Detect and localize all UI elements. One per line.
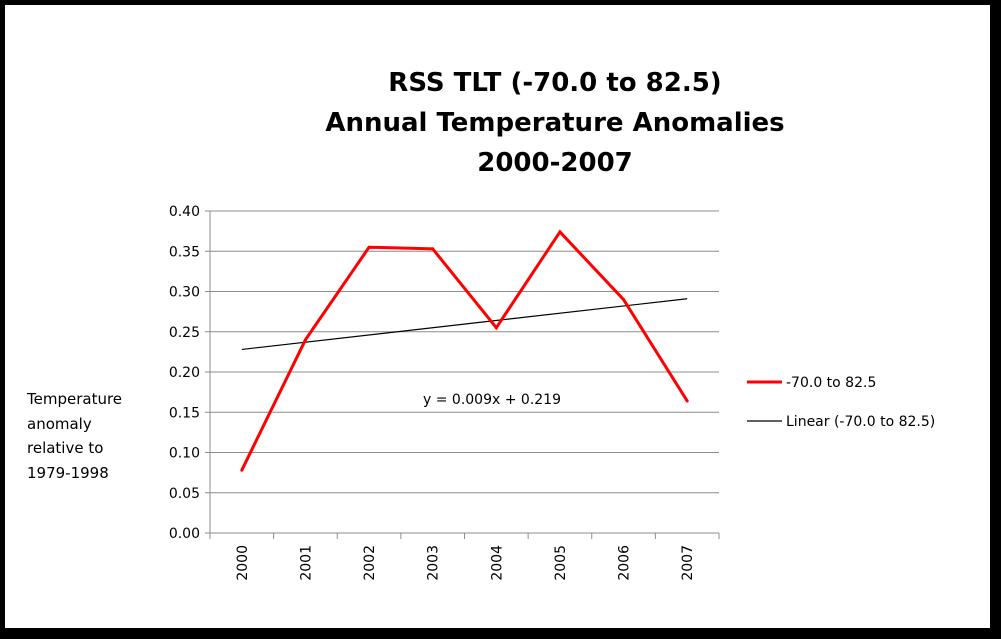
y-tick-label: 0.20 <box>169 365 200 381</box>
chart-title-line-2: Annual Temperature Anomalies <box>325 108 785 138</box>
y-tick-label: 0.00 <box>169 526 200 542</box>
y-axis-label-line-4: 1979-1998 <box>27 463 109 482</box>
legend-label-trendline: Linear (-70.0 to 82.5) <box>786 414 935 430</box>
chart-title: RSS TLT (-70.0 to 82.5) Annual Temperatu… <box>255 63 855 183</box>
data-point <box>558 230 562 234</box>
chart-frame: RSS TLT (-70.0 to 82.5) Annual Temperatu… <box>5 5 990 628</box>
y-tick-label: 0.35 <box>169 244 200 260</box>
series-line <box>240 229 689 471</box>
y-axis-label-line-1: Temperature <box>27 390 123 408</box>
y-axis-label: Temperature anomaly relative to 1979-199… <box>27 387 147 485</box>
trendline <box>241 298 688 351</box>
data-point <box>240 468 244 472</box>
y-axis-label-line-2: anomaly <box>27 414 92 433</box>
legend-label-series: -70.0 to 82.5 <box>786 375 876 391</box>
trendline-group <box>241 298 688 351</box>
legend: -70.0 to 82.5 Linear (-70.0 to 82.5) <box>747 375 935 430</box>
data-point <box>303 338 307 342</box>
y-tick-labels: 0.00 0.05 0.10 0.15 0.20 0.25 0.30 0.35 0.40 <box>169 204 200 542</box>
x-tick-labels: 2000 2001 2002 2003 2004 2005 2006 2007 <box>235 545 696 581</box>
x-tick-label: 2007 <box>680 545 696 581</box>
y-axis-label-line-3: relative to <box>27 439 104 457</box>
data-point <box>685 399 689 403</box>
x-tick-label: 2004 <box>489 545 505 581</box>
data-point <box>494 326 498 330</box>
y-tick-label: 0.40 <box>169 204 200 220</box>
x-tick-label: 2002 <box>362 545 378 581</box>
chart-title-line-3: 2000-2007 <box>477 148 633 178</box>
data-point <box>367 245 371 249</box>
x-tick-label: 2000 <box>235 545 251 581</box>
x-tick-label: 2001 <box>298 545 314 581</box>
y-tick-label: 0.30 <box>169 285 200 301</box>
y-tick-label: 0.05 <box>169 486 200 502</box>
line-chart: 0.00 0.05 0.10 0.15 0.20 0.25 0.30 0.35 0.40 200… <box>169 204 935 581</box>
y-tick-label: 0.10 <box>169 446 200 462</box>
data-point <box>622 298 626 302</box>
series-group <box>240 229 689 472</box>
gridlines <box>210 210 719 494</box>
y-tick-label: 0.15 <box>169 405 200 421</box>
x-tick-label: 2005 <box>553 545 569 581</box>
data-point <box>431 247 435 251</box>
chart-title-line-1: RSS TLT (-70.0 to 82.5) <box>388 68 722 98</box>
x-tick-label: 2006 <box>617 545 633 581</box>
trendline-equation-label: y = 0.009x + 0.219 <box>423 392 561 408</box>
axes <box>205 210 720 539</box>
x-tick-label: 2003 <box>426 545 442 581</box>
y-tick-label: 0.25 <box>169 325 200 341</box>
